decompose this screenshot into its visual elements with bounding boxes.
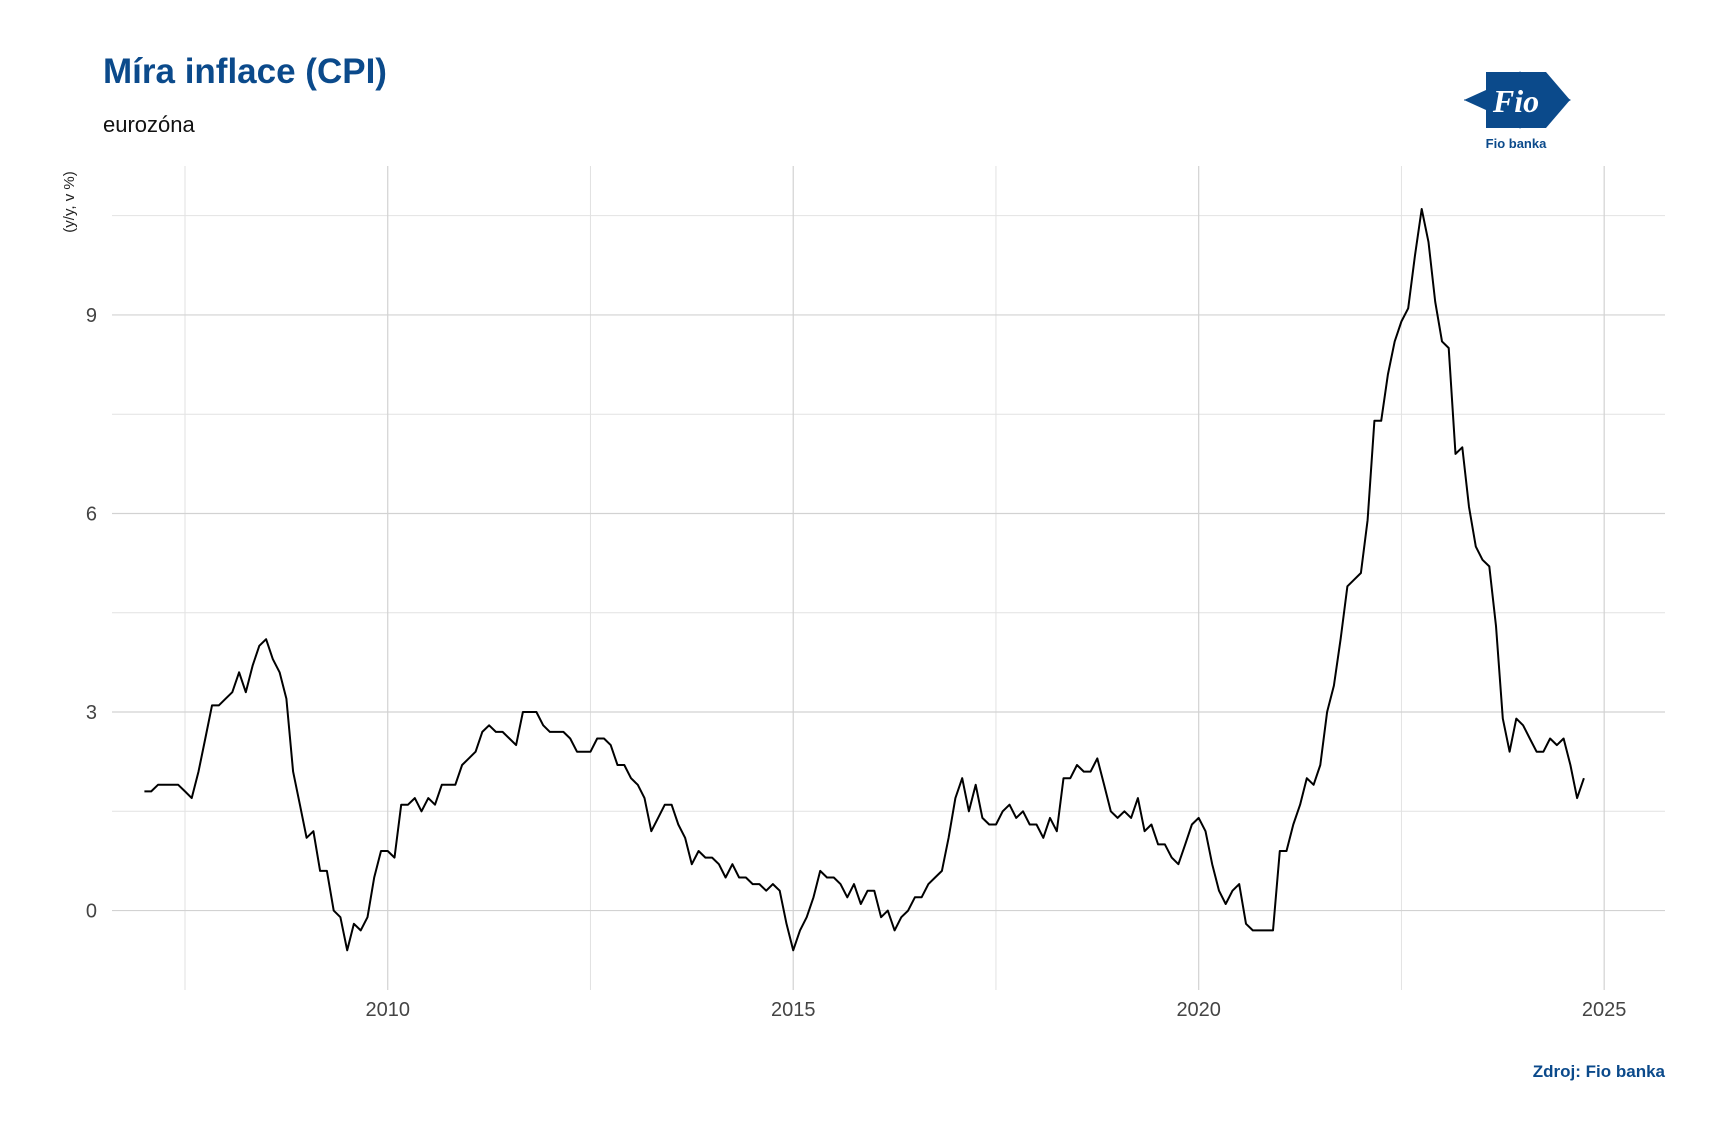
logo-caption: Fio banka [1486, 136, 1547, 151]
logo-text: Fio [1492, 83, 1539, 119]
chart-subtitle: eurozóna [103, 112, 195, 137]
x-tick-label: 2025 [1582, 999, 1627, 1021]
y-tick-label: 6 [86, 503, 97, 525]
y-axis-label: (y/y, v %) [61, 171, 78, 232]
x-tick-label: 2010 [365, 999, 410, 1021]
minor-gridlines [112, 166, 1665, 990]
x-tick-label: 2015 [771, 999, 816, 1021]
y-axis-tick-labels: 0 3 6 9 [86, 305, 97, 923]
y-tick-label: 3 [86, 702, 97, 724]
y-tick-label: 0 [86, 901, 97, 923]
major-gridlines [112, 166, 1665, 990]
series-line-cpi [144, 208, 1585, 952]
fio-banka-logo: Fio Fio banka [1464, 71, 1572, 151]
x-axis-tick-labels: 2010 2015 2020 2025 [365, 999, 1626, 1021]
chart-title: Míra inflace (CPI) [103, 52, 387, 91]
x-tick-label: 2020 [1176, 999, 1221, 1021]
y-tick-label: 9 [86, 305, 97, 327]
source-note: Zdroj: Fio banka [1532, 1062, 1665, 1081]
